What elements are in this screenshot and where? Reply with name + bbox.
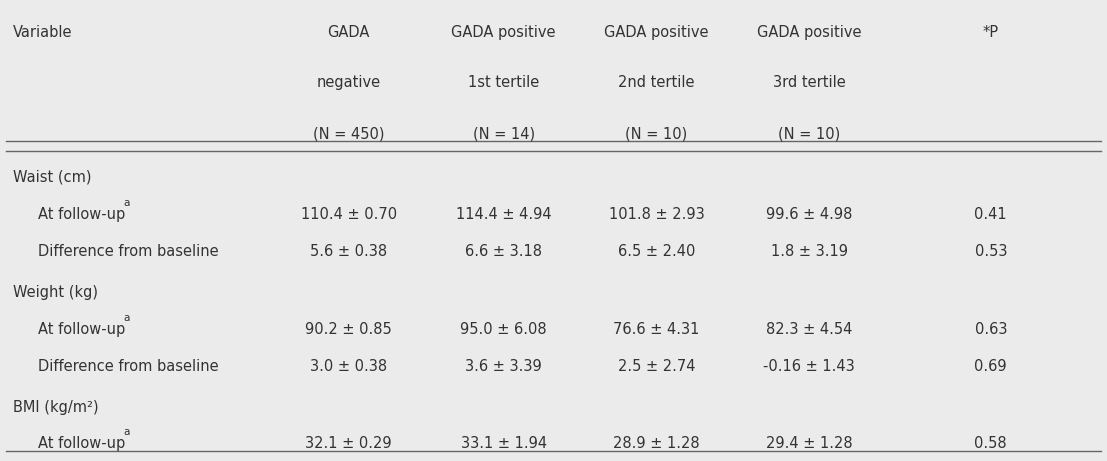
Text: 6.6 ± 3.18: 6.6 ± 3.18 <box>465 244 542 259</box>
Text: 95.0 ± 6.08: 95.0 ± 6.08 <box>461 322 547 337</box>
Text: At follow-up: At follow-up <box>38 322 125 337</box>
Text: a: a <box>123 198 130 208</box>
Text: (N = 14): (N = 14) <box>473 126 535 141</box>
Text: 33.1 ± 1.94: 33.1 ± 1.94 <box>461 436 547 451</box>
Text: 28.9 ± 1.28: 28.9 ± 1.28 <box>613 436 700 451</box>
Text: Difference from baseline: Difference from baseline <box>38 244 218 259</box>
Text: 90.2 ± 0.85: 90.2 ± 0.85 <box>306 322 392 337</box>
Text: 0.63: 0.63 <box>974 322 1007 337</box>
Text: Waist (cm): Waist (cm) <box>13 170 92 185</box>
Text: a: a <box>123 427 130 437</box>
Text: 3rd tertile: 3rd tertile <box>773 76 846 90</box>
Text: At follow-up: At follow-up <box>38 207 125 222</box>
Text: At follow-up: At follow-up <box>38 436 125 451</box>
Text: 1.8 ± 3.19: 1.8 ± 3.19 <box>770 244 848 259</box>
Text: 0.41: 0.41 <box>974 207 1007 222</box>
Text: GADA positive: GADA positive <box>452 25 556 40</box>
Text: -0.16 ± 1.43: -0.16 ± 1.43 <box>764 359 855 374</box>
Text: (N = 10): (N = 10) <box>625 126 687 141</box>
Text: 2.5 ± 2.74: 2.5 ± 2.74 <box>618 359 695 374</box>
Text: 29.4 ± 1.28: 29.4 ± 1.28 <box>766 436 852 451</box>
Text: (N = 10): (N = 10) <box>778 126 840 141</box>
Text: *P: *P <box>983 25 999 40</box>
Text: 101.8 ± 2.93: 101.8 ± 2.93 <box>609 207 704 222</box>
Text: 32.1 ± 0.29: 32.1 ± 0.29 <box>306 436 392 451</box>
Text: 76.6 ± 4.31: 76.6 ± 4.31 <box>613 322 700 337</box>
Text: 3.0 ± 0.38: 3.0 ± 0.38 <box>310 359 387 374</box>
Text: 0.53: 0.53 <box>974 244 1007 259</box>
Text: Variable: Variable <box>13 25 73 40</box>
Text: 0.69: 0.69 <box>974 359 1007 374</box>
Text: 5.6 ± 0.38: 5.6 ± 0.38 <box>310 244 387 259</box>
Text: GADA positive: GADA positive <box>757 25 861 40</box>
Text: (N = 450): (N = 450) <box>313 126 384 141</box>
Text: 6.5 ± 2.40: 6.5 ± 2.40 <box>618 244 695 259</box>
Text: 2nd tertile: 2nd tertile <box>618 76 695 90</box>
Text: 99.6 ± 4.98: 99.6 ± 4.98 <box>766 207 852 222</box>
Text: negative: negative <box>317 76 381 90</box>
Text: 110.4 ± 0.70: 110.4 ± 0.70 <box>301 207 396 222</box>
Text: GADA positive: GADA positive <box>604 25 708 40</box>
Text: 3.6 ± 3.39: 3.6 ± 3.39 <box>465 359 542 374</box>
Text: 1st tertile: 1st tertile <box>468 76 539 90</box>
Text: 82.3 ± 4.54: 82.3 ± 4.54 <box>766 322 852 337</box>
Text: GADA: GADA <box>328 25 370 40</box>
Text: Difference from baseline: Difference from baseline <box>38 359 218 374</box>
Text: BMI (kg/m²): BMI (kg/m²) <box>13 401 99 415</box>
Text: 0.58: 0.58 <box>974 436 1007 451</box>
Text: 114.4 ± 4.94: 114.4 ± 4.94 <box>456 207 551 222</box>
Text: Weight (kg): Weight (kg) <box>13 285 99 300</box>
Text: a: a <box>123 313 130 323</box>
